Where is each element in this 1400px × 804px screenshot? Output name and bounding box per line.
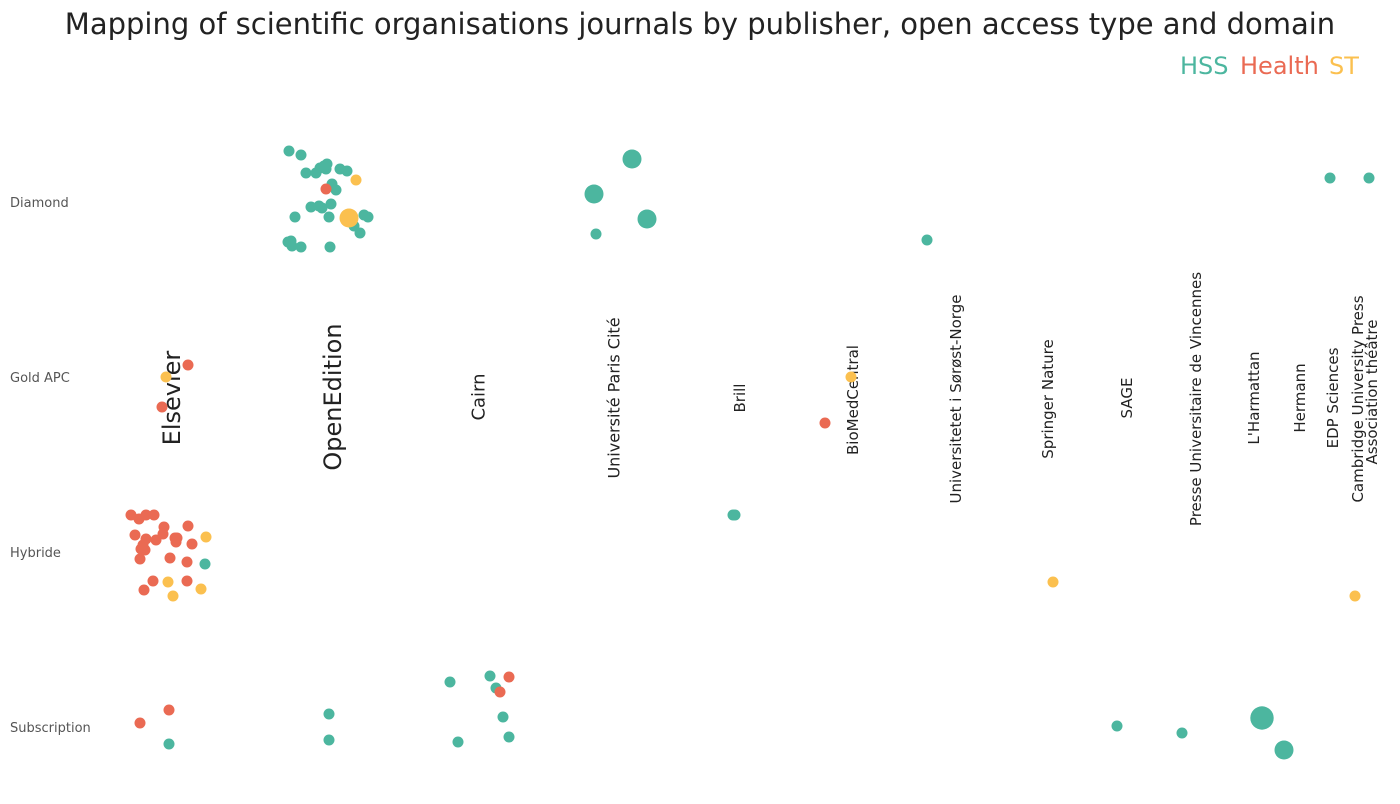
data-point-elsevier-hybride-st[interactable] — [200, 531, 212, 543]
data-point-elsevier-subscription-hss[interactable] — [163, 738, 175, 750]
row-labels: Diamond Gold APC Hybride Subscription — [10, 196, 91, 736]
data-point-edp-sciences-diamond-hss[interactable] — [1324, 172, 1336, 184]
data-point-openedition-diamond-hss[interactable] — [316, 202, 328, 214]
data-point-cambridge-university-press-hybride-st[interactable] — [1349, 590, 1361, 602]
data-point-openedition-diamond-hss[interactable] — [310, 167, 322, 179]
data-point-elsevier-hybride-st[interactable] — [162, 576, 174, 588]
data-point-elsevier-hybride-st[interactable] — [167, 590, 179, 602]
data-point-openedition-diamond-hss[interactable] — [283, 145, 295, 157]
publisher-label-hermann: Hermann — [1291, 363, 1309, 432]
data-point-openedition-diamond-hss[interactable] — [318, 160, 330, 172]
legend: HSS Health ST — [1180, 52, 1359, 80]
data-point-openedition-diamond-hss[interactable] — [362, 211, 374, 223]
data-point-elsevier-subscription-health[interactable] — [134, 717, 146, 729]
data-point-cairn-subscription-hss[interactable] — [503, 731, 515, 743]
data-point-elsevier-hybride-health[interactable] — [182, 520, 194, 532]
publisher-label-springer-nature: Springer Nature — [1039, 339, 1057, 458]
data-point-elsevier-gold-apc-health[interactable] — [156, 401, 168, 413]
data-point-elsevier-hybride-st[interactable] — [195, 583, 207, 595]
publisher-label-universite-paris-cite: Université Paris Cité — [605, 317, 624, 478]
data-point-openedition-diamond-health[interactable] — [320, 183, 332, 195]
publisher-label-association-theatre: Association théâtre — [1363, 320, 1381, 465]
data-point-cairn-subscription-hss[interactable] — [452, 736, 464, 748]
publisher-label-edp-sciences: EDP Sciences — [1324, 347, 1342, 448]
data-point-universitetet-i-s-r-st-norge-diamond-hss[interactable] — [921, 234, 933, 246]
data-point-association-theatre-diamond-hss[interactable] — [1363, 172, 1375, 184]
publisher-label-presse-universitaire-de-vincennes: Presse Universitaire de Vincennes — [1187, 272, 1205, 526]
data-point-openedition-diamond-hss[interactable] — [289, 211, 301, 223]
data-point-openedition-diamond-hss[interactable] — [323, 211, 335, 223]
data-point-elsevier-gold-apc-st[interactable] — [160, 371, 172, 383]
row-label-subscription: Subscription — [10, 721, 91, 736]
publisher-label-brill: Brill — [731, 384, 749, 413]
chart-title: Mapping of scientific organisations jour… — [65, 7, 1335, 41]
legend-item-st: ST — [1329, 52, 1359, 80]
data-point-biomedcentral-gold-apc-health[interactable] — [819, 417, 831, 429]
data-point-openedition-diamond-hss[interactable] — [300, 167, 312, 179]
data-point-cairn-subscription-health[interactable] — [494, 686, 506, 698]
data-point-universite-paris-cite-diamond-hss[interactable] — [590, 228, 602, 240]
data-point-elsevier-hybride-health[interactable] — [140, 533, 152, 545]
row-label-hybride: Hybride — [10, 546, 61, 561]
publisher-label-l-harmattan: L'Harmattan — [1245, 351, 1263, 444]
data-point-biomedcentral-gold-apc-st[interactable] — [845, 371, 857, 383]
data-point-presse-universitaire-de-vincennes-subscription-hss[interactable] — [1176, 727, 1188, 739]
data-point-elsevier-hybride-health[interactable] — [186, 538, 198, 550]
data-point-elsevier-hybride-health[interactable] — [129, 529, 141, 541]
data-point-cairn-subscription-health[interactable] — [503, 671, 515, 683]
data-point-elsevier-hybride-health[interactable] — [164, 552, 176, 564]
data-point-openedition-diamond-st[interactable] — [350, 174, 362, 186]
data-point-brill-hybride-hss[interactable] — [727, 509, 739, 521]
data-point-springer-nature-hybride-st[interactable] — [1047, 576, 1059, 588]
publisher-label-openedition: OpenEdition — [319, 323, 347, 470]
data-point-elsevier-gold-apc-health[interactable] — [182, 359, 194, 371]
data-point-elsevier-hybride-health[interactable] — [148, 509, 160, 521]
data-point-cairn-subscription-hss[interactable] — [497, 711, 509, 723]
row-label-diamond: Diamond — [10, 196, 69, 211]
data-point-openedition-diamond-hss[interactable] — [285, 235, 297, 247]
points — [125, 145, 1375, 760]
publisher-label-biomedcentral: BioMedCentral — [844, 345, 862, 455]
data-point-elsevier-hybride-health[interactable] — [181, 556, 193, 568]
data-point-elsevier-hybride-health[interactable] — [134, 553, 146, 565]
data-point-openedition-subscription-hss[interactable] — [323, 708, 335, 720]
data-point-elsevier-subscription-health[interactable] — [163, 704, 175, 716]
data-point-openedition-diamond-hss[interactable] — [324, 241, 336, 253]
data-point-universite-paris-cite-diamond-hss[interactable] — [584, 184, 604, 204]
row-label-gold-apc: Gold APC — [10, 371, 70, 386]
publisher-label-elsevier: Elsevier — [158, 351, 186, 446]
data-point-openedition-diamond-hss[interactable] — [341, 165, 353, 177]
data-point-openedition-diamond-hss[interactable] — [295, 149, 307, 161]
data-point-elsevier-hybride-health[interactable] — [181, 575, 193, 587]
data-point-elsevier-hybride-health[interactable] — [140, 509, 152, 521]
legend-item-hss: HSS — [1180, 52, 1229, 80]
data-point-openedition-diamond-hss[interactable] — [305, 201, 317, 213]
data-point-elsevier-hybride-health[interactable] — [171, 532, 183, 544]
data-point-hermann-subscription-hss[interactable] — [1250, 706, 1274, 730]
publisher-label-universitetet-i-s-r-st-norge: Universitetet i Sørøst-Norge — [947, 295, 965, 504]
publisher-label-cambridge-university-press: Cambridge University Press — [1349, 295, 1367, 502]
data-point-l-harmattan-subscription-hss[interactable] — [1274, 740, 1294, 760]
data-point-openedition-diamond-hss[interactable] — [325, 198, 337, 210]
data-point-openedition-diamond-st[interactable] — [339, 208, 359, 228]
legend-item-health: Health — [1240, 52, 1319, 80]
data-point-elsevier-hybride-hss[interactable] — [199, 558, 211, 570]
data-point-elsevier-hybride-health[interactable] — [157, 528, 169, 540]
data-point-universite-paris-cite-diamond-hss[interactable] — [637, 209, 657, 229]
publisher-label-sage: SAGE — [1118, 378, 1136, 419]
data-point-openedition-subscription-hss[interactable] — [323, 734, 335, 746]
data-point-cairn-subscription-hss[interactable] — [444, 676, 456, 688]
data-point-universite-paris-cite-diamond-hss[interactable] — [622, 149, 642, 169]
data-point-cairn-subscription-hss[interactable] — [484, 670, 496, 682]
data-point-openedition-diamond-hss[interactable] — [295, 241, 307, 253]
data-point-elsevier-hybride-health[interactable] — [147, 575, 159, 587]
data-point-elsevier-hybride-health[interactable] — [138, 584, 150, 596]
data-point-sage-subscription-hss[interactable] — [1111, 720, 1123, 732]
publisher-label-cairn: Cairn — [469, 373, 490, 420]
data-point-openedition-diamond-hss[interactable] — [330, 184, 342, 196]
data-point-openedition-diamond-hss[interactable] — [354, 227, 366, 239]
publisher-labels: Elsevier OpenEdition Cairn Université Paris… — [158, 272, 1381, 526]
